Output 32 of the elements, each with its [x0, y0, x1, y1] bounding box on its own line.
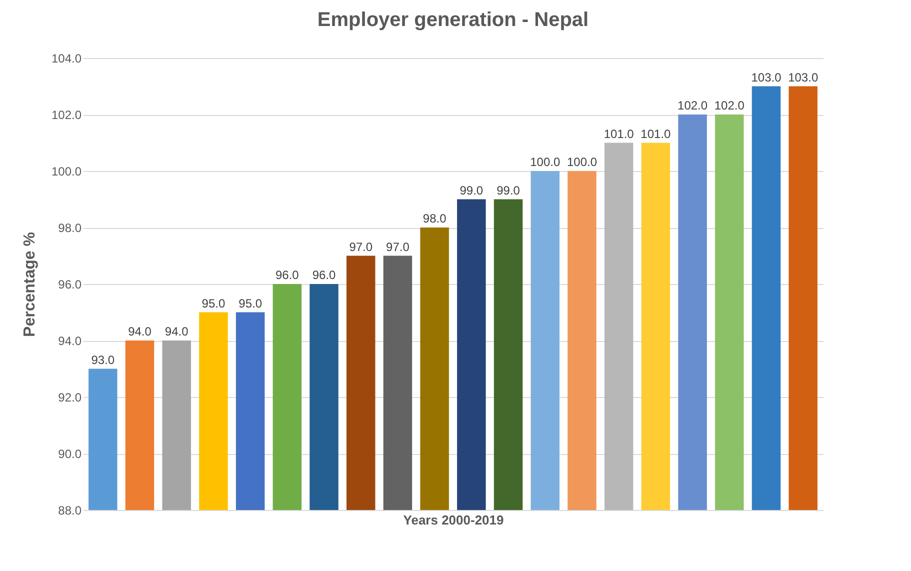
- chart-title: Employer generation - Nepal: [317, 9, 589, 31]
- data-label: 103.0: [751, 70, 782, 84]
- data-label: 101.0: [604, 126, 634, 141]
- data-label: 95.0: [202, 296, 226, 310]
- x-axis-title: Years 2000-2019: [403, 512, 504, 528]
- data-label: 99.0: [460, 183, 484, 198]
- y-tick-label: 104.0: [51, 52, 82, 66]
- data-label: 102.0: [714, 98, 745, 112]
- data-label: 103.0: [788, 70, 818, 84]
- data-label: 96.0: [275, 268, 300, 282]
- y-tick-label: 96.0: [58, 278, 82, 292]
- data-label: 101.0: [640, 126, 672, 141]
- y-tick-label: 102.0: [51, 108, 82, 122]
- data-label: 97.0: [349, 240, 373, 254]
- y-tick-label: 88.0: [58, 504, 82, 518]
- data-label: 99.0: [496, 183, 520, 198]
- y-tick-label: 90.0: [58, 447, 82, 461]
- y-axis-title: Percentage %: [21, 232, 38, 337]
- data-label: 102.0: [678, 98, 708, 112]
- y-tick-label: 98.0: [58, 221, 82, 235]
- data-label: 93.0: [91, 352, 115, 367]
- data-label: 94.0: [128, 324, 152, 338]
- data-label: 97.0: [386, 240, 410, 254]
- y-tick-label: 94.0: [58, 334, 82, 348]
- data-label: 98.0: [422, 212, 447, 226]
- data-label: 96.0: [312, 268, 336, 282]
- data-label: 100.0: [566, 155, 598, 169]
- data-label: 100.0: [530, 155, 560, 169]
- y-tick-label: 92.0: [58, 390, 82, 404]
- data-label: 95.0: [238, 296, 262, 310]
- data-label: 94.0: [164, 324, 189, 338]
- y-tick-label: 100.0: [51, 164, 82, 178]
